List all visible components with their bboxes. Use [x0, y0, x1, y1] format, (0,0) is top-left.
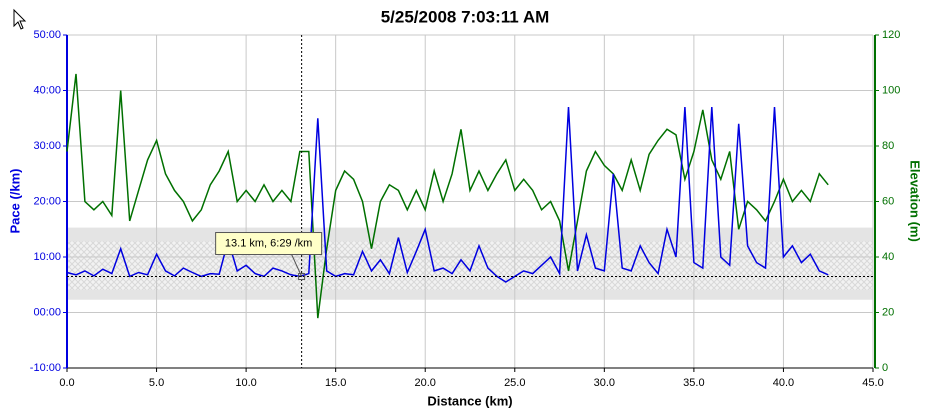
x-tick-label: 20.0: [415, 377, 436, 389]
y-axis-label: Pace (/km): [7, 168, 22, 233]
y2-tick-label: 60: [882, 195, 894, 207]
y2-tick-label: 120: [882, 29, 900, 41]
x-tick-label: 35.0: [683, 377, 704, 389]
tooltip-box: [215, 232, 323, 256]
series-line: [66, 107, 829, 283]
cursor: [13, 8, 27, 30]
tooltip-text: 13.1 km, 6:29 /km: [225, 237, 312, 249]
y-tick-label: 10:00: [33, 251, 61, 263]
y-tick-label: 40:00: [33, 84, 61, 96]
x-tick-label: 25.0: [504, 377, 525, 389]
tooltip-leader: [291, 254, 303, 277]
y2-axis-label: Elevation (m): [908, 160, 923, 242]
y-tick-label: 50:00: [33, 29, 61, 41]
y2-tick-label: 40: [882, 251, 894, 263]
y2-tick-label: 100: [882, 84, 900, 96]
x-tick-label: 30.0: [594, 377, 615, 389]
y-tick-label: 20:00: [33, 195, 61, 207]
y-tick-label: -10:00: [30, 362, 61, 374]
series-line: [66, 73, 829, 319]
y2-tick-label: 20: [882, 306, 894, 318]
y2-tick-label: 80: [882, 140, 894, 152]
x-tick-label: 10.0: [235, 377, 256, 389]
x-tick-label: 45.0: [862, 377, 883, 389]
x-tick-label: 40.0: [773, 377, 794, 389]
chart-title: 5/25/2008 7:03:11 AM: [381, 7, 550, 26]
pace-zone-inner: [67, 241, 873, 290]
x-tick-label: 15.0: [325, 377, 346, 389]
x-axis-label: Distance (km): [427, 393, 512, 408]
y-tick-label: 00:00: [33, 306, 61, 318]
y-tick-label: 30:00: [33, 140, 61, 152]
x-tick-label: 5.0: [149, 377, 164, 389]
x-tick-label: 0.0: [59, 377, 74, 389]
crosshair-point: [298, 273, 306, 281]
y2-tick-label: 0: [882, 362, 888, 374]
